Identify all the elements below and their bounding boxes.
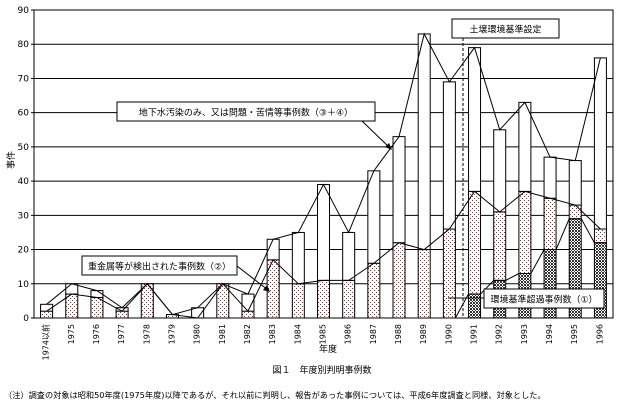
- x-tick-label: 1980: [193, 324, 202, 344]
- footnote: （注）調査の対象は昭和50年度(1975年度)以降であるが、それ以前に判明し、報…: [4, 390, 546, 400]
- x-tick-label: 1978: [142, 324, 151, 344]
- x-tick-label: 1979: [167, 324, 176, 344]
- bar-segment-groundwater: [493, 129, 507, 213]
- bar-segment-groundwater: [367, 170, 381, 264]
- bar-segment-groundwater: [317, 184, 330, 281]
- bar-segment-groundwater: [568, 160, 582, 206]
- series-line-heavy-metals: [46, 190, 601, 319]
- bar-segment-groundwater: [392, 136, 406, 244]
- x-tick-label: 1982: [243, 324, 252, 344]
- plot-frame: [33, 9, 614, 319]
- x-tick-label: 1993: [520, 324, 529, 344]
- bar-segment-groundwater: [543, 156, 557, 199]
- annotation-heavy-metals-text: 重金属等が検出された事例数（②）: [88, 261, 231, 273]
- bar-segment-heavy-metals: [442, 228, 456, 319]
- annotation-heavy-metals: 重金属等が検出された事例数（②）: [81, 255, 238, 276]
- bar-segment-groundwater: [417, 33, 431, 251]
- x-tick-label: 1984: [293, 324, 302, 344]
- y-tick-label: 0: [23, 314, 29, 324]
- y-tick-label: 40: [18, 177, 30, 187]
- annotation-standard: 土壌環境基準設定: [451, 18, 560, 39]
- annotation-exceedance-text: 環境基準超過事例数（①）: [490, 294, 597, 306]
- bar-segment-heavy-metals: [392, 242, 406, 319]
- bar-segment-heavy-metals: [417, 249, 431, 319]
- x-tick-label: 1977: [117, 324, 126, 344]
- x-tick-label: 1974以前: [41, 324, 51, 360]
- bar-segment-heavy-metals: [115, 310, 129, 319]
- bar-segment-heavy-metals: [468, 190, 482, 295]
- x-tick-label: 1981: [218, 324, 227, 344]
- bar-segment-groundwater: [468, 47, 482, 192]
- bar-segment-groundwater: [518, 101, 532, 192]
- bar-segment-heavy-metals: [40, 310, 54, 319]
- series-line-total: [46, 32, 601, 316]
- x-tick-label: 1983: [268, 324, 277, 344]
- x-tick-label: 1976: [92, 324, 101, 344]
- x-tick-label: 1985: [319, 324, 328, 344]
- bar-segment-heavy-metals: [90, 296, 104, 319]
- bar-segment-heavy-metals: [342, 279, 356, 319]
- tick-labels: 0 10 20 30 40 50 60 70 80 90 1974以前 1975 1976 1977 197…: [18, 6, 605, 360]
- bar-segment-heavy-metals: [568, 204, 582, 220]
- bar-segment-groundwater: [593, 57, 607, 230]
- x-tick-label: 1991: [470, 324, 479, 344]
- annotation-standard-text: 土壌環境基準設定: [469, 24, 541, 36]
- x-axis-label: 年度: [319, 343, 337, 355]
- annotation-heavy-metals-arrowhead: [263, 285, 270, 292]
- annotation-groundwater: 地下水汚染のみ、又は問題・苦情等事例数（③＋④）: [116, 101, 376, 122]
- bar-segment-heavy-metals: [543, 197, 557, 251]
- y-tick-label: 70: [18, 74, 30, 84]
- annotation-exceedance: 環境基準超過事例数（①）: [483, 288, 605, 309]
- x-tick-label: 1995: [570, 324, 579, 344]
- axes: [31, 9, 614, 319]
- y-tick-label: 90: [18, 6, 30, 16]
- bar-segment-groundwater: [291, 231, 305, 285]
- bar-segment-groundwater: [342, 231, 356, 281]
- bar-segment-heavy-metals: [241, 310, 255, 319]
- y-tick-label: 30: [18, 211, 30, 221]
- y-axis-label: 事件: [5, 151, 17, 169]
- annotation-groundwater-leader: [361, 120, 391, 149]
- y-tick-label: 20: [18, 246, 30, 256]
- x-tick-label: 1990: [444, 324, 453, 344]
- figure-caption: 図１ 年度別判明事例数: [272, 364, 371, 376]
- x-tick-label: 1994: [545, 324, 554, 344]
- annotation-groundwater-text: 地下水汚染のみ、又は問題・苦情等事例数（③＋④）: [139, 107, 353, 119]
- x-tick-label: 1989: [419, 324, 428, 344]
- x-tick-label: 1986: [344, 324, 353, 344]
- y-tick-label: 80: [18, 40, 30, 50]
- x-tick-label: 1996: [595, 324, 604, 344]
- bar-segment-heavy-metals: [493, 211, 507, 281]
- y-tick-label: 10: [18, 280, 30, 290]
- x-tick-label: 1987: [369, 324, 378, 344]
- annotation-groundwater-arrowhead: [385, 143, 392, 150]
- x-tick-label: 1975: [67, 324, 76, 344]
- y-tick-label: 60: [18, 109, 30, 119]
- bar-segment-heavy-metals: [367, 262, 381, 319]
- bar-segment-groundwater: [442, 81, 456, 230]
- bar-segment-heavy-metals: [518, 190, 532, 275]
- bar-segment-heavy-metals: [593, 228, 607, 244]
- x-tick-label: 1988: [394, 324, 403, 344]
- bar-segment-heavy-metals: [65, 293, 79, 319]
- x-tick-label: 1992: [495, 324, 504, 344]
- bar-segment-heavy-metals: [317, 279, 330, 319]
- bar-segment-heavy-metals: [291, 283, 305, 319]
- y-tick-label: 50: [18, 143, 30, 153]
- annotation-heavy-metals-leader: [236, 265, 269, 291]
